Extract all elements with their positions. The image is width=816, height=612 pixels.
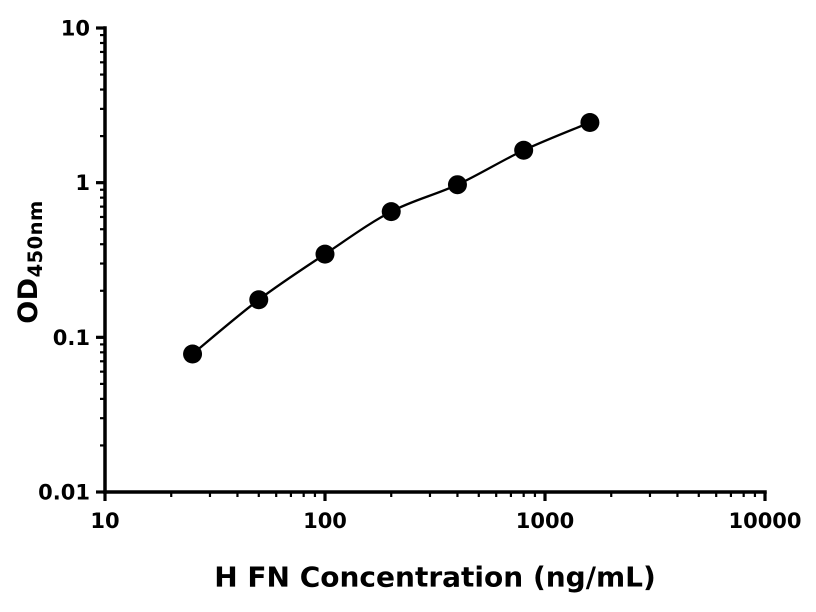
y-axis-label-text: OD <box>13 277 45 324</box>
y-axis-label-subscript: 450nm <box>23 200 47 278</box>
y-tick-label: 10 <box>61 17 90 41</box>
data-point <box>315 244 335 264</box>
data-point <box>447 175 467 195</box>
data-point <box>249 290 269 310</box>
x-axis-label: H FN Concentration (ng/mL) <box>214 560 656 594</box>
x-tick-label: 10000 <box>728 509 801 533</box>
data-point <box>381 202 401 222</box>
x-tick-label: 1000 <box>516 509 574 533</box>
data-point <box>514 140 534 160</box>
y-tick-label: 0.1 <box>53 326 90 350</box>
y-tick-label: 0.01 <box>38 481 90 505</box>
data-point <box>580 112 600 132</box>
y-tick-label: 1 <box>75 171 90 195</box>
data-point <box>183 344 203 364</box>
x-tick-label: 100 <box>303 509 347 533</box>
x-tick-label: 10 <box>90 509 119 533</box>
curve-line <box>191 121 591 355</box>
y-axis-label: OD450nm <box>13 200 47 324</box>
